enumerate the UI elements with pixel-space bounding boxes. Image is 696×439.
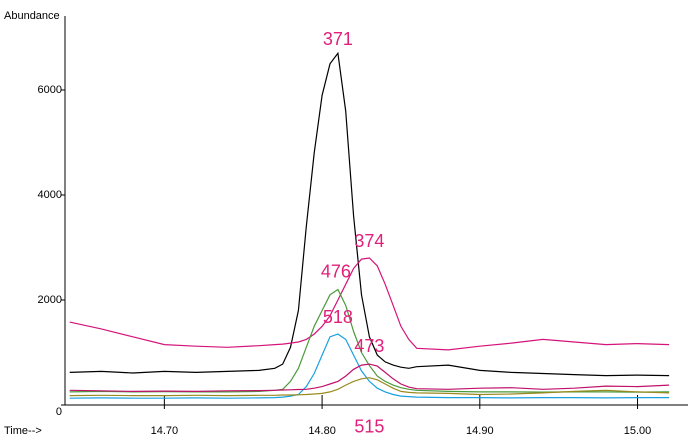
series-label: 473 bbox=[354, 336, 384, 356]
series-label: 518 bbox=[323, 307, 353, 327]
series-line bbox=[69, 288, 670, 393]
series-line bbox=[69, 333, 670, 399]
y-axis-label: Abundance bbox=[4, 10, 60, 22]
y-tick-label: 6000 bbox=[38, 84, 62, 96]
y-tick-label: 0 bbox=[56, 406, 62, 418]
series-line bbox=[69, 377, 670, 397]
y-tick-label: 2000 bbox=[38, 294, 62, 306]
x-tick-label: 15.00 bbox=[624, 425, 652, 437]
x-axis-label: Time--> bbox=[4, 425, 42, 437]
x-tick-label: 14.90 bbox=[466, 425, 494, 437]
x-tick-label: 14.70 bbox=[151, 425, 179, 437]
series-line bbox=[69, 363, 670, 393]
x-tick-label: 14.80 bbox=[308, 425, 336, 437]
series-label: 371 bbox=[323, 29, 353, 49]
series-label: 515 bbox=[354, 416, 384, 436]
series-label: 374 bbox=[354, 231, 384, 251]
series-line bbox=[69, 51, 670, 377]
series-line bbox=[69, 257, 670, 351]
y-tick-label: 4000 bbox=[38, 189, 62, 201]
series-label: 476 bbox=[321, 261, 351, 281]
